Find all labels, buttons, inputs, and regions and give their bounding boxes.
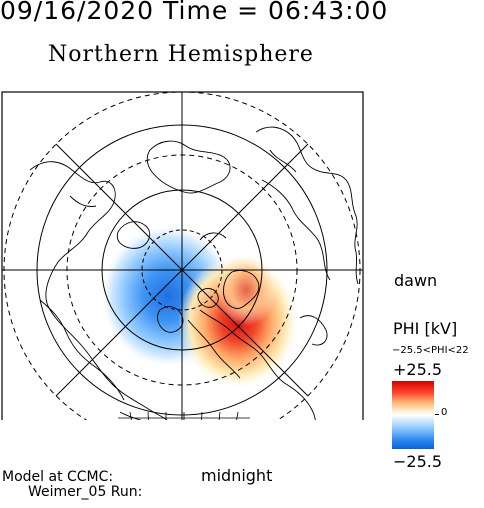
polar-map: [1, 91, 364, 420]
colorbar: [392, 381, 434, 449]
dawn-label: dawn: [394, 271, 438, 290]
colorbar-min-label: −25.5: [393, 452, 443, 471]
colorbar-zero-tick: [435, 414, 439, 415]
colorbar-range: −25.5<PHI<22: [392, 345, 469, 356]
model-label-line2: Weimer_05 Run:: [28, 484, 143, 500]
colorbar-zero-label: 0: [441, 407, 448, 418]
midnight-label: midnight: [201, 466, 273, 485]
date-time-title: 09/16/2020 Time = 06:43:00: [0, 0, 389, 25]
positive-potential-cell-dawn: [216, 254, 276, 326]
map-grid-pattern: [118, 411, 250, 420]
hemisphere-title: Northern Hemisphere: [48, 42, 314, 67]
model-label-line1: Model at CCMC:: [2, 469, 114, 485]
colorbar-max-label: +25.5: [393, 360, 443, 379]
colorbar-title: PHI [kV]: [393, 319, 458, 338]
coastlines: [29, 126, 359, 420]
meridian-lines: [2, 92, 363, 420]
